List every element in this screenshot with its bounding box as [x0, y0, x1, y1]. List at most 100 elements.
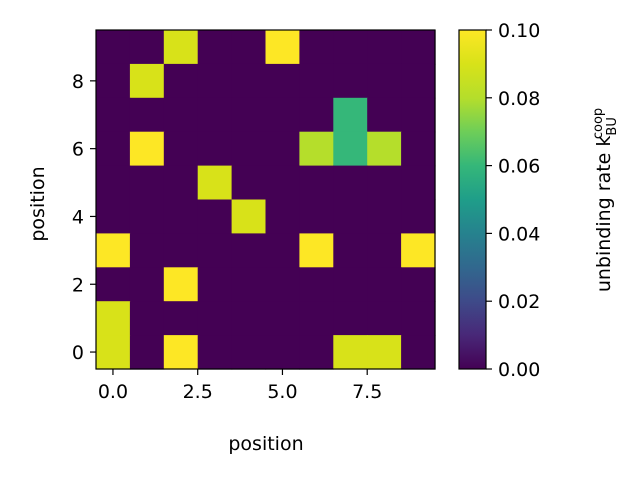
heatmap-cell — [96, 30, 131, 65]
heatmap-cell — [299, 30, 334, 65]
y-tick-label: 8 — [72, 71, 84, 93]
heatmap-cell — [299, 131, 334, 167]
heatmap-cell — [367, 267, 402, 302]
heatmap-cell — [367, 131, 402, 167]
heatmap-cell — [231, 131, 267, 167]
heatmap-cell — [129, 30, 165, 65]
x-axis-ticks: 0.0 2.5 5.0 7.5 — [98, 369, 382, 403]
heatmap-cell — [197, 30, 233, 65]
heatmap-cell — [231, 97, 267, 133]
heatmap-cell — [129, 199, 165, 234]
heatmap-cells — [96, 30, 436, 370]
x-tick-label: 2.5 — [183, 381, 213, 403]
heatmap-cell — [163, 267, 199, 302]
colorbar-tick-label: 0.08 — [498, 88, 540, 110]
heatmap-cell — [401, 233, 436, 268]
x-tick-label: 7.5 — [352, 381, 382, 403]
y-tick-label: 4 — [72, 206, 84, 228]
heatmap-cell — [265, 335, 300, 370]
heatmap-cell — [231, 165, 267, 201]
heatmap-cell — [265, 165, 300, 201]
heatmap-cell — [96, 97, 131, 133]
heatmap-cell — [129, 131, 165, 167]
heatmap-cell — [197, 233, 233, 268]
heatmap-cell — [299, 233, 334, 268]
x-axis-label: position — [228, 433, 303, 455]
heatmap-cell — [401, 267, 436, 302]
heatmap-cell — [265, 199, 300, 234]
heatmap-cell — [367, 97, 402, 133]
heatmap-cell — [367, 335, 402, 370]
heatmap-cell — [333, 267, 368, 302]
heatmap-cell — [265, 267, 300, 302]
heatmap-cell — [163, 63, 199, 99]
colorbar-tick-label: 0.00 — [498, 359, 540, 381]
heatmap-cell — [401, 30, 436, 65]
heatmap-cell — [333, 97, 368, 133]
heatmap-cell — [265, 30, 300, 65]
heatmap-cell — [299, 335, 334, 370]
y-axis-ticks: 0 2 4 6 8 — [72, 71, 96, 364]
heatmap-cell — [299, 97, 334, 133]
heatmap-cell — [197, 267, 233, 302]
heatmap-cell — [129, 267, 165, 302]
heatmap-cell — [197, 97, 233, 133]
heatmap-cell — [367, 301, 402, 336]
heatmap-cell — [265, 131, 300, 167]
heatmap-cell — [129, 233, 165, 268]
heatmap-cell — [197, 335, 233, 370]
colorbar-tick-label: 0.04 — [498, 223, 540, 245]
y-axis-label: position — [27, 166, 49, 241]
heatmap-cell — [265, 301, 300, 336]
heatmap-cell — [96, 63, 131, 99]
heatmap-cell — [299, 267, 334, 302]
heatmap-cell — [163, 97, 199, 133]
colorbar-ticks: 0.00 0.02 0.04 0.06 0.08 0.10 — [486, 20, 540, 381]
heatmap-cell — [96, 301, 131, 336]
heatmap-cell — [401, 131, 436, 167]
heatmap-cell — [333, 199, 368, 234]
heatmap-cell — [299, 199, 334, 234]
heatmap-cell — [401, 301, 436, 336]
heatmap-cell — [129, 165, 165, 201]
heatmap-cell — [231, 335, 267, 370]
heatmap-cell — [197, 199, 233, 234]
heatmap-cell — [333, 165, 368, 201]
heatmap-cell — [129, 97, 165, 133]
heatmap-cell — [231, 301, 267, 336]
heatmap-cell — [333, 335, 368, 370]
heatmap-cell — [197, 131, 233, 167]
heatmap-cell — [299, 63, 334, 99]
heatmap-cell — [231, 199, 267, 234]
heatmap-cell — [401, 165, 436, 201]
heatmap-cell — [333, 30, 368, 65]
heatmap-cell — [197, 165, 233, 201]
heatmap-cell — [401, 63, 436, 99]
heatmap-cell — [96, 131, 131, 167]
heatmap-cell — [333, 301, 368, 336]
heatmap-cell — [129, 301, 165, 336]
heatmap-cell — [265, 233, 300, 268]
heatmap-cell — [367, 63, 402, 99]
heatmap-cell — [231, 267, 267, 302]
plot-frame — [95, 29, 436, 370]
heatmap-cell — [367, 30, 402, 65]
colorbar-label: unbinding rate kBUcoop — [591, 108, 620, 292]
heatmap-cell — [197, 301, 233, 336]
heatmap-cell — [96, 267, 131, 302]
heatmap-cell — [299, 165, 334, 201]
colorbar — [458, 29, 487, 370]
heatmap-cell — [96, 199, 131, 234]
heatmap-cell — [163, 131, 199, 167]
heatmap-cell — [401, 335, 436, 370]
heatmap-cell — [299, 301, 334, 336]
heatmap-cell — [163, 335, 199, 370]
heatmap-cell — [129, 63, 165, 99]
heatmap-cell — [231, 63, 267, 99]
heatmap-cell — [401, 97, 436, 133]
y-tick-label: 6 — [72, 139, 84, 161]
heatmap-cell — [265, 97, 300, 133]
heatmap-cell — [367, 165, 402, 201]
